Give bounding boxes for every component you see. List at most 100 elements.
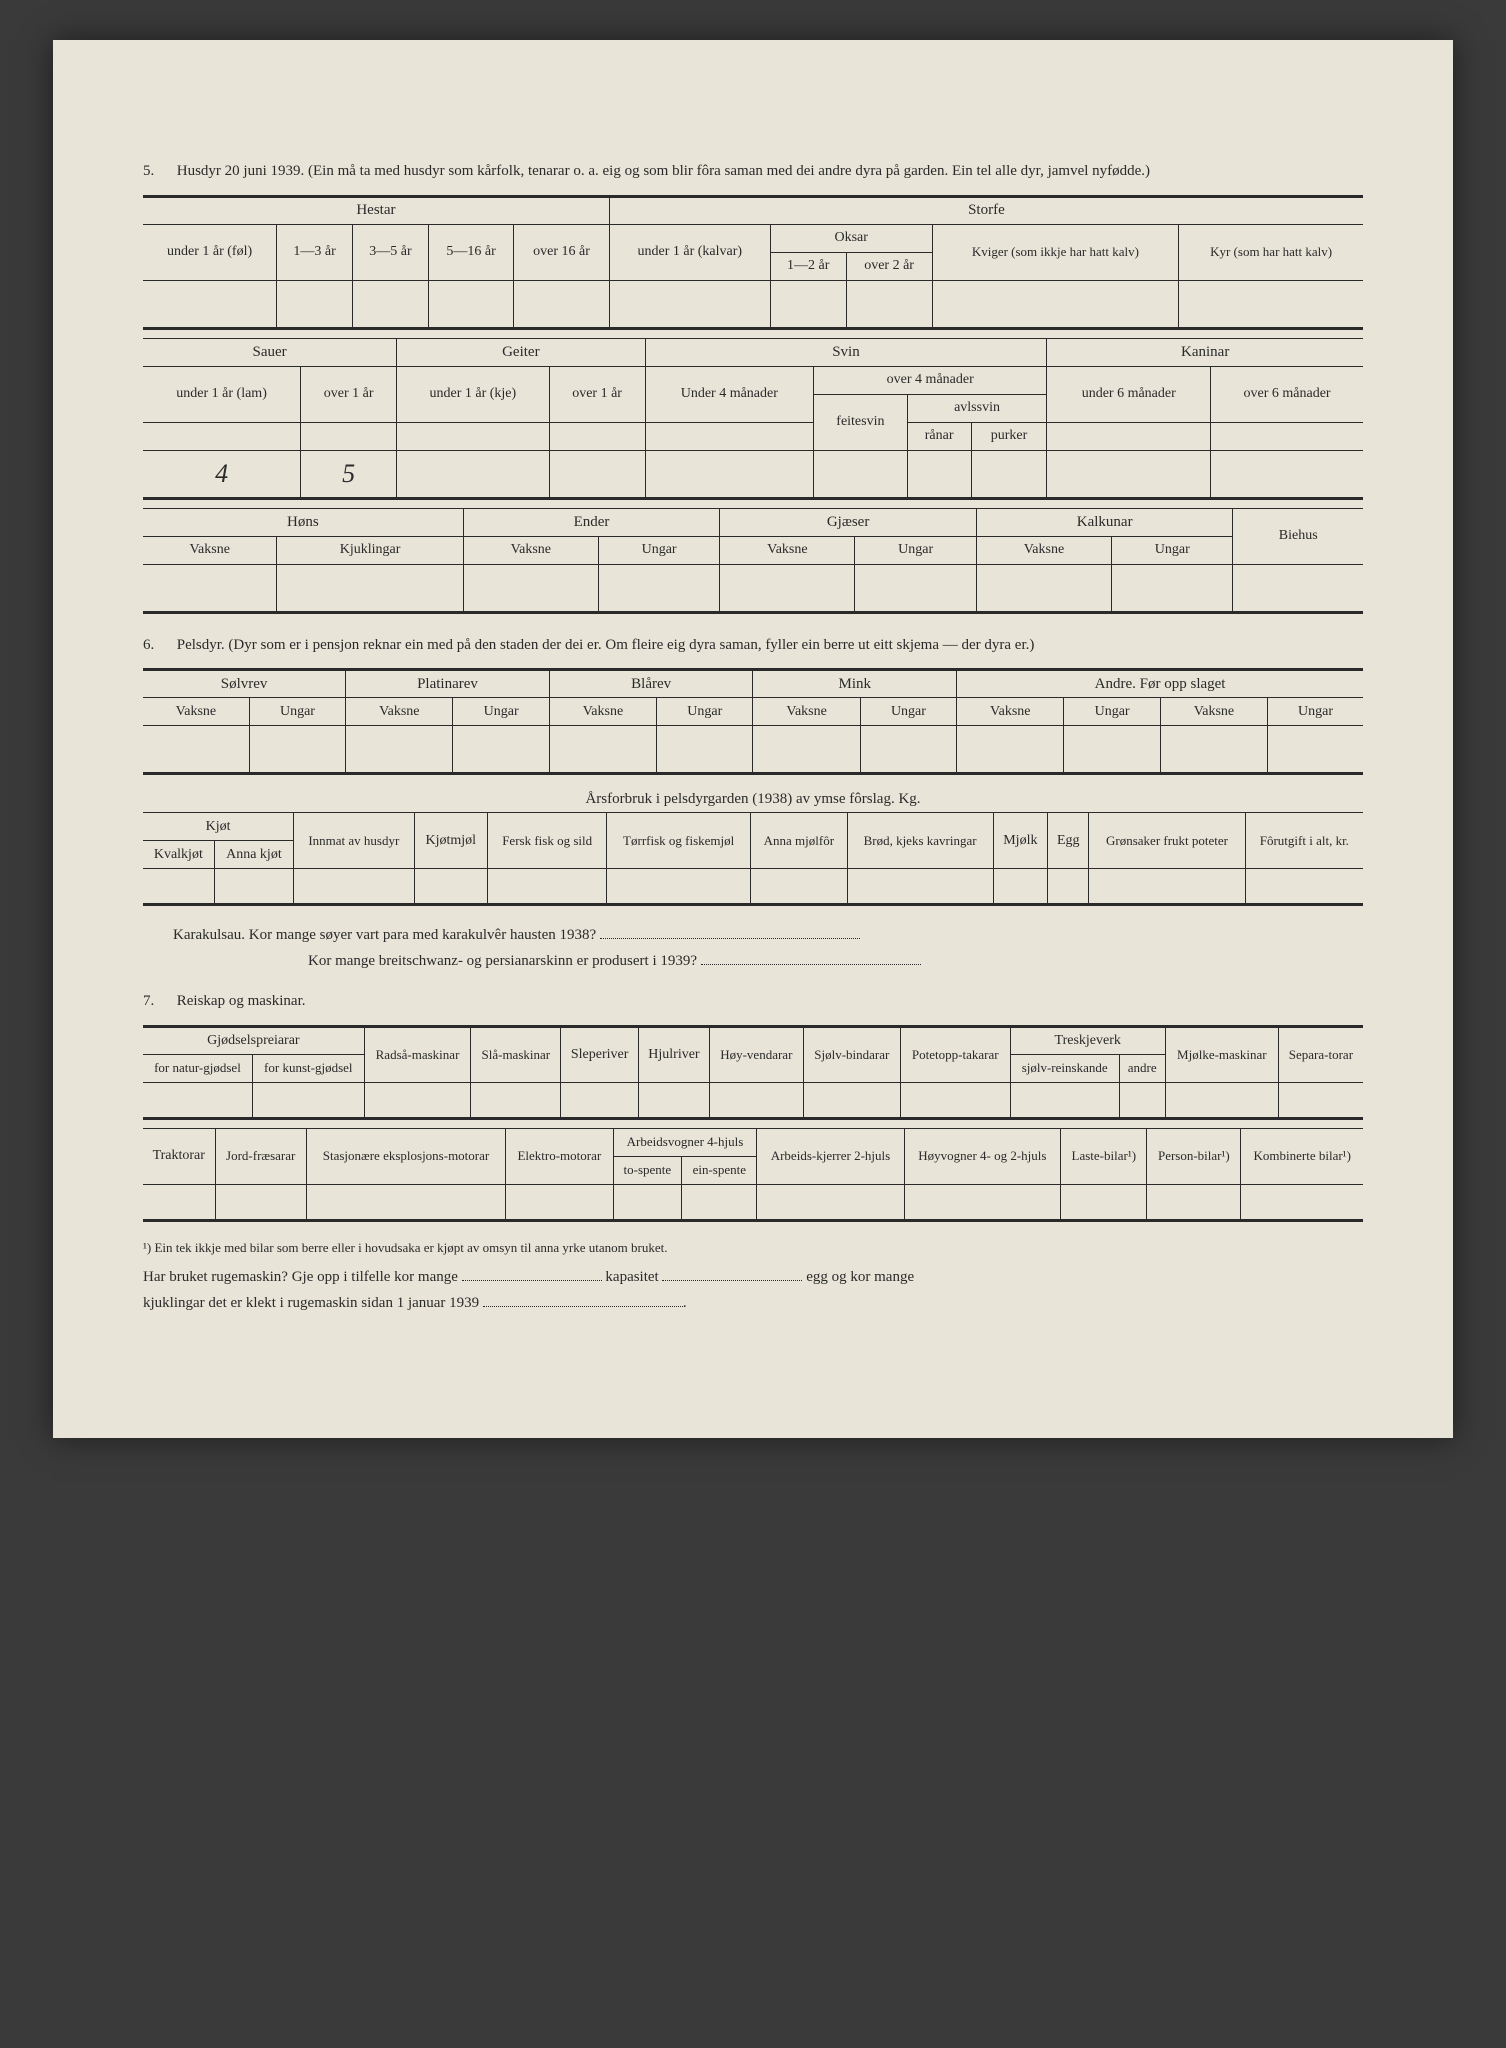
rugemaskin-blank-2[interactable] xyxy=(662,1266,802,1281)
cell-hons-vaksne[interactable] xyxy=(143,564,277,612)
hdr-tr-andre: andre xyxy=(1119,1054,1165,1082)
cell-sv-u4[interactable] xyxy=(645,450,814,498)
karakul-q1-text: Karakulsau. Kor mange søyer vart para me… xyxy=(143,927,596,943)
rugemaskin-blank-3[interactable] xyxy=(483,1292,683,1307)
cell-mjolk[interactable] xyxy=(993,869,1048,905)
cell-ge-u1[interactable] xyxy=(397,450,549,498)
cell-hest-1-3[interactable] xyxy=(277,280,353,328)
cell-kombi[interactable] xyxy=(1241,1184,1363,1220)
cell-stasj[interactable] xyxy=(306,1184,505,1220)
cell-radsa[interactable] xyxy=(364,1082,471,1118)
cell-br-u[interactable] xyxy=(657,726,753,774)
hdr-kyr: Kyr (som har hatt kalv) xyxy=(1179,224,1363,280)
rugemaskin-blank-1[interactable] xyxy=(462,1266,602,1281)
cell-sa-o1[interactable]: 5 xyxy=(301,450,397,498)
cell-hons-kjuklingar[interactable] xyxy=(277,564,463,612)
hdr-forut: Fôrutgift i alt, kr. xyxy=(1245,813,1363,869)
cell-kalkunar-vaksne[interactable] xyxy=(976,564,1111,612)
cell-kvalkjot[interactable] xyxy=(143,869,214,905)
cell-biehus[interactable] xyxy=(1233,564,1363,612)
cell-kjotmjol[interactable] xyxy=(414,869,488,905)
cell-hest-u1[interactable] xyxy=(143,280,277,328)
cell-elektro[interactable] xyxy=(506,1184,613,1220)
hdr-to: to-spente xyxy=(613,1156,682,1184)
cell-mk-v[interactable] xyxy=(753,726,860,774)
cell-egg[interactable] xyxy=(1048,869,1089,905)
hdr-kviger: Kviger (som ikkje har hatt kalv) xyxy=(932,224,1179,280)
cell-ranar[interactable] xyxy=(907,450,971,498)
cell-torr[interactable] xyxy=(607,869,751,905)
cell-kjerrer[interactable] xyxy=(757,1184,904,1220)
cell-pr-v[interactable] xyxy=(346,726,453,774)
cell-hest-5-16[interactable] xyxy=(428,280,513,328)
cell-sla[interactable] xyxy=(471,1082,561,1118)
hdr-avlssvin: avlssvin xyxy=(907,394,1047,422)
cell-natur[interactable] xyxy=(143,1082,252,1118)
cell-brod[interactable] xyxy=(847,869,993,905)
hdr-blarev: Blårev xyxy=(549,670,753,698)
cell-mk-u[interactable] xyxy=(860,726,956,774)
hdr-a1-u: Ungar xyxy=(1064,698,1160,726)
cell-annakjot[interactable] xyxy=(214,869,293,905)
cell-a2-v[interactable] xyxy=(1160,726,1267,774)
table-forslag: Årsforbruk i pelsdyrgarden (1938) av yms… xyxy=(143,783,1363,906)
cell-laste[interactable] xyxy=(1061,1184,1147,1220)
cell-kunst[interactable] xyxy=(252,1082,364,1118)
cell-sleperiver[interactable] xyxy=(561,1082,639,1118)
hdr-kalkunar-ungar: Ungar xyxy=(1112,536,1233,564)
cell-traktorar[interactable] xyxy=(143,1184,215,1220)
cell-hoy[interactable] xyxy=(709,1082,803,1118)
cell-hoyvogner[interactable] xyxy=(904,1184,1061,1220)
cell-feitesvin[interactable] xyxy=(814,450,908,498)
cell-tr-sjolv[interactable] xyxy=(1010,1082,1119,1118)
cell-jord[interactable] xyxy=(215,1184,306,1220)
cell-pr-u[interactable] xyxy=(453,726,549,774)
cell-a2-u[interactable] xyxy=(1268,726,1363,774)
cell-mjolke[interactable] xyxy=(1165,1082,1278,1118)
cell-ok-1-2[interactable] xyxy=(770,280,846,328)
cell-innmat[interactable] xyxy=(294,869,414,905)
cell-hest-3-5[interactable] xyxy=(353,280,429,328)
karakul-q2-blank[interactable] xyxy=(701,950,921,965)
cell-sa-u1[interactable]: 4 xyxy=(143,450,301,498)
section-6-intro: 6. Pelsdyr. (Dyr som er i pensjon reknar… xyxy=(143,634,1363,657)
cell-ender-vaksne[interactable] xyxy=(463,564,598,612)
cell-hest-o16[interactable] xyxy=(514,280,610,328)
cell-ender-ungar[interactable] xyxy=(598,564,719,612)
cell-sr-u[interactable] xyxy=(249,726,345,774)
cell-sjolv[interactable] xyxy=(803,1082,900,1118)
cell-tr-andre[interactable] xyxy=(1119,1082,1165,1118)
cell-gjaeser-vaksne[interactable] xyxy=(720,564,855,612)
cell-gjaeser-ungar[interactable] xyxy=(855,564,976,612)
cell-br-v[interactable] xyxy=(549,726,656,774)
cell-ein[interactable] xyxy=(682,1184,757,1220)
cell-ge-o1[interactable] xyxy=(549,450,645,498)
cell-ok-o2[interactable] xyxy=(846,280,932,328)
cell-ka-u6[interactable] xyxy=(1047,450,1211,498)
cell-kviger[interactable] xyxy=(932,280,1179,328)
cell-kalkunar-ungar[interactable] xyxy=(1112,564,1233,612)
cell-hjulriver[interactable] xyxy=(638,1082,709,1118)
cell-purker[interactable] xyxy=(971,450,1047,498)
cell-potet[interactable] xyxy=(900,1082,1010,1118)
cell-kyr[interactable] xyxy=(1179,280,1363,328)
cell-forut[interactable] xyxy=(1245,869,1363,905)
cell-gron[interactable] xyxy=(1089,869,1245,905)
cell-to[interactable] xyxy=(613,1184,682,1220)
hdr-a2-u: Ungar xyxy=(1268,698,1363,726)
cell-anna-mjol[interactable] xyxy=(751,869,848,905)
hdr-hest-3-5: 3—5 år xyxy=(353,224,429,280)
cell-separa[interactable] xyxy=(1278,1082,1363,1118)
karakul-q1-blank[interactable] xyxy=(600,924,860,939)
hdr-ka-o6: over 6 månader xyxy=(1211,366,1363,422)
hdr-ein: ein-spente xyxy=(682,1156,757,1184)
cell-person[interactable] xyxy=(1147,1184,1241,1220)
cell-sr-v[interactable] xyxy=(143,726,249,774)
cell-fersk[interactable] xyxy=(488,869,607,905)
table-reiskap-2: Traktorar Jord-fræsarar Stasjonære ekspl… xyxy=(143,1128,1363,1222)
cell-a1-v[interactable] xyxy=(957,726,1064,774)
hdr-ender: Ender xyxy=(463,508,720,536)
cell-a1-u[interactable] xyxy=(1064,726,1160,774)
cell-storfe-u1[interactable] xyxy=(609,280,770,328)
cell-ka-o6[interactable] xyxy=(1211,450,1363,498)
